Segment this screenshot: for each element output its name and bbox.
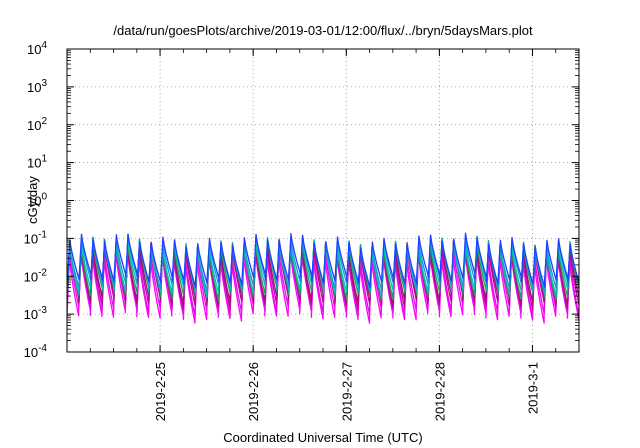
x-tick-label: 2019-2-28 (432, 362, 447, 421)
series-line (67, 245, 579, 318)
x-tick-label: 2019-2-26 (246, 362, 261, 421)
x-tick-label: 2019-3-1 (525, 362, 540, 414)
y-tick-label: 101 (27, 154, 47, 171)
series-layer (67, 232, 579, 324)
x-axis-label: Coordinated Universal Time (UTC) (223, 430, 422, 445)
y-tick-label: 100 (27, 192, 47, 209)
y-axis-ticks: 10-4 10-3 10-2 10-1 100 101 102 103 104 (24, 40, 579, 360)
y-tick-label: 10-4 (24, 343, 48, 360)
y-tick-label: 102 (27, 116, 47, 133)
y-tick-label: 10-1 (24, 229, 48, 246)
series-line (67, 232, 579, 289)
chart-title: /data/run/goesPlots/archive/2019-03-01/1… (113, 23, 533, 38)
y-tick-label: 103 (27, 78, 47, 95)
series-line (67, 234, 579, 293)
x-axis-ticks: 2019-2-25 2019-2-26 2019-2-27 2019-2-28 2019… (66, 49, 580, 421)
y-tick-label: 10-3 (24, 305, 48, 322)
y-tick-label: 10-2 (24, 267, 48, 284)
y-tick-label: 104 (27, 40, 47, 57)
x-tick-label: 2019-2-25 (153, 362, 168, 421)
series-line (67, 250, 579, 324)
x-tick-label: 2019-2-27 (339, 362, 354, 421)
y-axis-label: cGy/day (25, 176, 40, 224)
